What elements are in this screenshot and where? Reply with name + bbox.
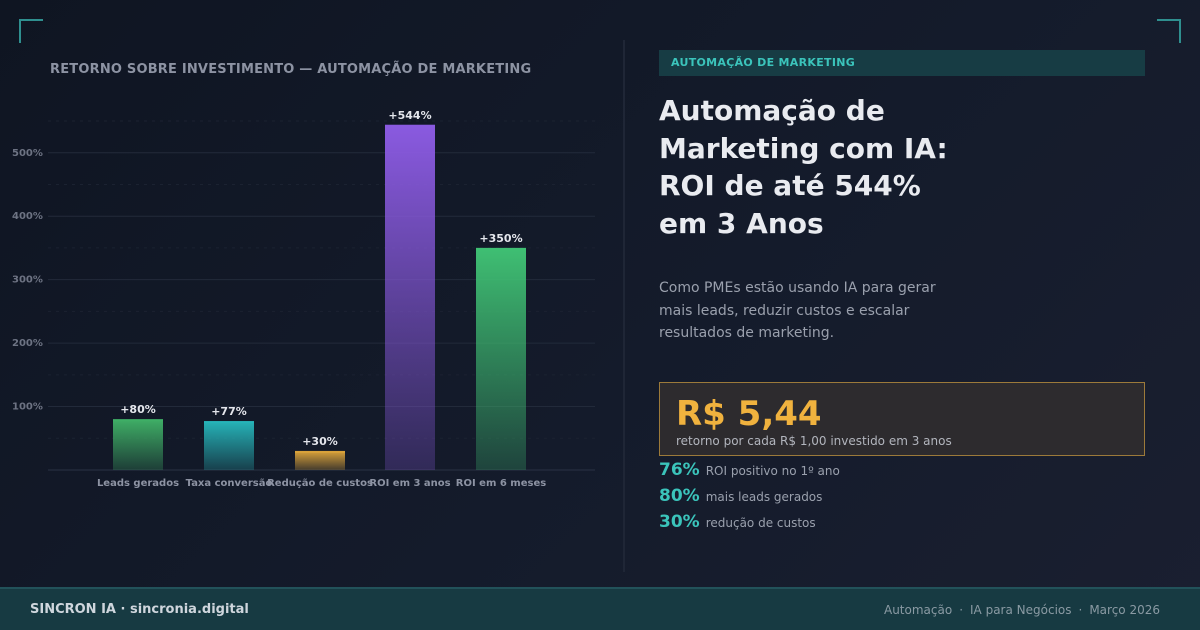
- y-tick-label: 500%: [12, 148, 43, 159]
- stat-label: mais leads gerados: [705, 490, 823, 504]
- panel-divider: [623, 40, 625, 572]
- headline-line: ROI de até 544%: [659, 169, 921, 202]
- footer-brand: SINCRON IA · sincronia.digital: [30, 602, 249, 617]
- footer-meta-item: IA para Negócios: [970, 603, 1072, 617]
- stat-label: ROI positivo no 1º ano: [705, 464, 840, 478]
- roi-highlight-box: R$ 5,44 retorno por cada R$ 1,00 investi…: [659, 382, 1145, 456]
- chart-title: RETORNO SOBRE INVESTIMENTO — AUTOMAÇÃO D…: [50, 62, 532, 77]
- stat-label: redução de custos: [705, 516, 816, 530]
- footer-meta-item: Automação: [883, 603, 953, 617]
- category-tag: AUTOMAÇÃO DE MARKETING: [659, 50, 1145, 76]
- bar: [295, 450, 345, 470]
- footer-meta: Automação · IA para Negócios · Março 2026: [884, 603, 1160, 617]
- stat-percent: 80%: [659, 486, 700, 506]
- description: Como PMEs estão usando IA para gerar mai…: [659, 280, 936, 341]
- corner-bracket-top-right: [1157, 19, 1181, 43]
- data-label: +350%: [479, 232, 522, 245]
- stat-item: 30% redução de custos: [659, 512, 840, 538]
- bar-top-edge: [295, 450, 345, 453]
- stats-list: 76% ROI positivo no 1º ano 80% mais lead…: [659, 460, 840, 538]
- stat-item: 80% mais leads gerados: [659, 486, 840, 512]
- separator-dot: ·: [1078, 603, 1083, 617]
- data-label: +80%: [120, 403, 156, 416]
- x-tick-label: ROI em 3 anos: [369, 478, 450, 489]
- x-tick-label: Taxa conversão: [186, 478, 273, 489]
- bar: [476, 247, 526, 470]
- y-tick-label: 400%: [12, 211, 43, 222]
- stat-item: 76% ROI positivo no 1º ano: [659, 460, 840, 486]
- y-tick-label: 100%: [12, 402, 43, 413]
- bar-top-edge: [113, 419, 163, 422]
- y-tick-label: 300%: [12, 275, 43, 286]
- bar: [204, 421, 254, 470]
- x-tick-label: ROI em 6 meses: [456, 478, 546, 489]
- bar-chart: 100% 200% 300% 400% 500% +80% Leads gerados +77…: [12, 109, 595, 489]
- headline-line: em 3 Anos: [659, 206, 824, 240]
- highlight-caption: retorno por cada R$ 1,00 investido em 3 …: [676, 434, 952, 448]
- x-tick-label: Redução de custos: [267, 478, 373, 489]
- stat-percent: 30%: [659, 512, 700, 532]
- x-tick-label: Leads gerados: [97, 478, 179, 489]
- bar: [385, 124, 435, 470]
- y-tick-label: 200%: [12, 338, 43, 349]
- separator-dot: ·: [959, 603, 964, 617]
- highlight-value: R$ 5,44: [676, 394, 822, 434]
- corner-bracket-top-left: [19, 19, 43, 43]
- stat-percent: 76%: [659, 460, 700, 480]
- bar-top-edge: [204, 421, 254, 424]
- data-label: +77%: [211, 405, 247, 418]
- bar-top-edge: [385, 124, 435, 127]
- footer-bar: SINCRON IA · sincronia.digital Automação…: [0, 587, 1200, 630]
- data-label: +544%: [388, 109, 431, 122]
- footer-meta-item: Março 2026: [1089, 603, 1160, 617]
- bar: [113, 419, 163, 470]
- headline-line: Marketing com IA:: [659, 131, 948, 165]
- data-label: +30%: [302, 435, 338, 448]
- bar-top-edge: [476, 247, 526, 250]
- headline: Automação de Marketing com IA: ROI de at…: [659, 92, 1129, 242]
- headline-line: Automação de: [659, 94, 885, 127]
